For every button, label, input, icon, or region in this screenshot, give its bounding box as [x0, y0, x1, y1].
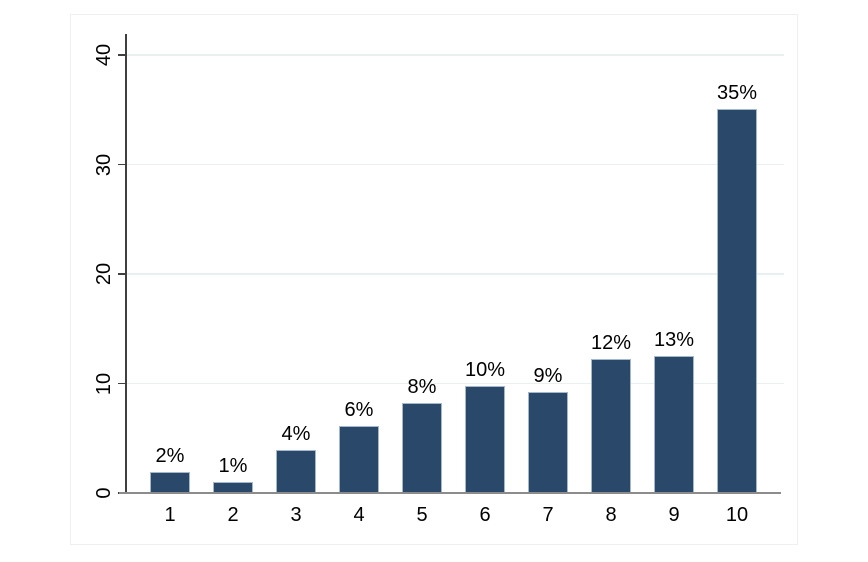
bar [654, 356, 694, 493]
x-tick-label: 7 [542, 504, 554, 526]
y-tick-label: 0 [93, 487, 115, 499]
bar [402, 403, 442, 493]
bar [591, 359, 631, 493]
y-gridline [126, 382, 784, 385]
bar-value-label: 8% [407, 376, 437, 399]
bar-value-label: 6% [344, 399, 374, 422]
y-tick-label: 40 [93, 43, 115, 67]
y-gridline [126, 273, 784, 275]
bar [717, 108, 757, 493]
x-tick-label: 3 [290, 504, 302, 526]
x-tick-label: 10 [725, 504, 749, 526]
bar-value-label: 35% [716, 81, 758, 104]
y-gridline [126, 163, 784, 166]
bar-value-label: 2% [155, 445, 185, 468]
bar-value-label: 1% [218, 455, 248, 478]
y-axis-line [125, 34, 127, 494]
x-tick-label: 2 [227, 504, 239, 526]
y-tick [118, 163, 126, 166]
x-tick-label: 4 [353, 504, 365, 526]
bar [276, 450, 316, 493]
x-tick-label: 5 [416, 504, 428, 526]
bar-value-label: 4% [281, 423, 311, 446]
bar-value-label: 12% [590, 332, 632, 355]
bar [465, 385, 505, 493]
y-tick-label: 10 [93, 372, 115, 395]
x-tick-label: 8 [605, 504, 617, 526]
bar-value-label: 10% [464, 358, 506, 381]
y-tick [118, 382, 126, 385]
bar [528, 392, 568, 493]
y-tick [118, 273, 126, 275]
x-axis-baseline [119, 492, 781, 495]
x-tick-label: 9 [668, 504, 680, 526]
y-gridline [126, 54, 784, 56]
bar-value-label: 13% [653, 329, 695, 352]
x-tick-label: 1 [164, 504, 176, 526]
y-tick-label: 30 [93, 153, 115, 176]
y-tick-label: 20 [93, 262, 115, 286]
bar-value-label: 9% [533, 365, 563, 388]
x-tick-label: 6 [479, 504, 491, 526]
bar [339, 426, 379, 493]
y-tick [118, 54, 126, 56]
bar [150, 472, 190, 493]
chart-canvas: 0 10 20 30 40 2% 1 1% 2 4% 3 6% 4 8% 5 10% 6 9% 7 12% 8 13% 9 3… [70, 14, 798, 545]
